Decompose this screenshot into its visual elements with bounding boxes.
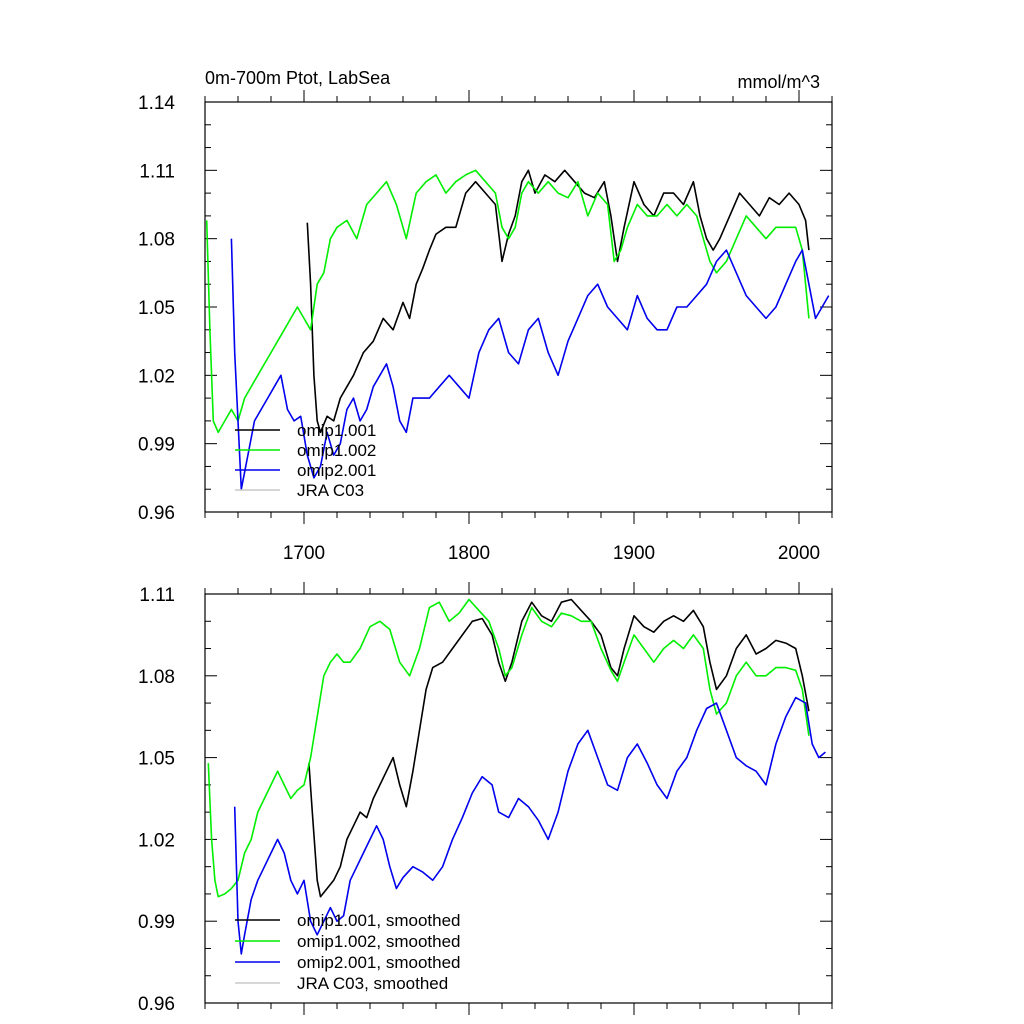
- x-tick-label: 2000: [778, 543, 820, 564]
- legend-label-jra-c03: JRA C03: [297, 481, 364, 500]
- legend-label-omip1-001-smoothed: omip1.001, smoothed: [297, 911, 461, 930]
- series-line-omip1-001-smoothed: [308, 598, 810, 898]
- y-tick-label: 1.05: [138, 749, 175, 770]
- y-tick-label: 0.99: [138, 435, 175, 456]
- legend-label-omip1-002-smoothed: omip1.002, smoothed: [297, 932, 461, 951]
- series-line-omip2-001: [230, 238, 830, 490]
- y-tick-label: 1.11: [139, 161, 175, 182]
- y-tick-label: 1.02: [138, 366, 175, 387]
- legend-label-omip2-001: omip2.001: [297, 461, 376, 480]
- plot-frame: [204, 593, 833, 1004]
- series-line-omip1-002: [205, 169, 810, 434]
- y-tick-label: 1.02: [138, 830, 175, 851]
- x-tick-label: 1900: [613, 543, 655, 564]
- y-tick-label: 1.08: [138, 667, 175, 688]
- y-tick-label: 0.99: [138, 912, 175, 933]
- y-tick-label: 1.08: [138, 230, 175, 251]
- x-tick-label: 1800: [448, 543, 490, 564]
- y-tick-label: 0.96: [138, 503, 175, 524]
- chart-title: 0m-700m Ptot, LabSea: [205, 68, 391, 88]
- legend-label-jra-c03-smoothed: JRA C03, smoothed: [297, 974, 448, 993]
- y-tick-label: 1.11: [139, 585, 175, 606]
- legend-label-omip1-002: omip1.002: [297, 441, 376, 460]
- legend-label-omip1-001: omip1.001: [297, 421, 376, 440]
- series-line-omip1-002-smoothed: [207, 598, 810, 898]
- x-tick-label: 1700: [283, 543, 325, 564]
- top-panel: 0m-700m Ptot, LabSea mmol/m^3 0.96 0.99 1.02…: [138, 68, 833, 564]
- chart-units: mmol/m^3: [738, 72, 820, 92]
- series-line-omip1-001: [306, 169, 810, 434]
- y-tick-label: 1.05: [138, 298, 175, 319]
- y-tick-label: 0.96: [138, 994, 175, 1015]
- series-line-omip2-001-smoothed: [233, 696, 826, 955]
- y-tick-label: 1.14: [138, 93, 175, 114]
- legend-label-omip2-001-smoothed: omip2.001, smoothed: [297, 953, 461, 972]
- bottom-panel: 0.96 0.99 1.02 1.05 1.08 1.11 omip1.001, smoot…: [138, 582, 833, 1015]
